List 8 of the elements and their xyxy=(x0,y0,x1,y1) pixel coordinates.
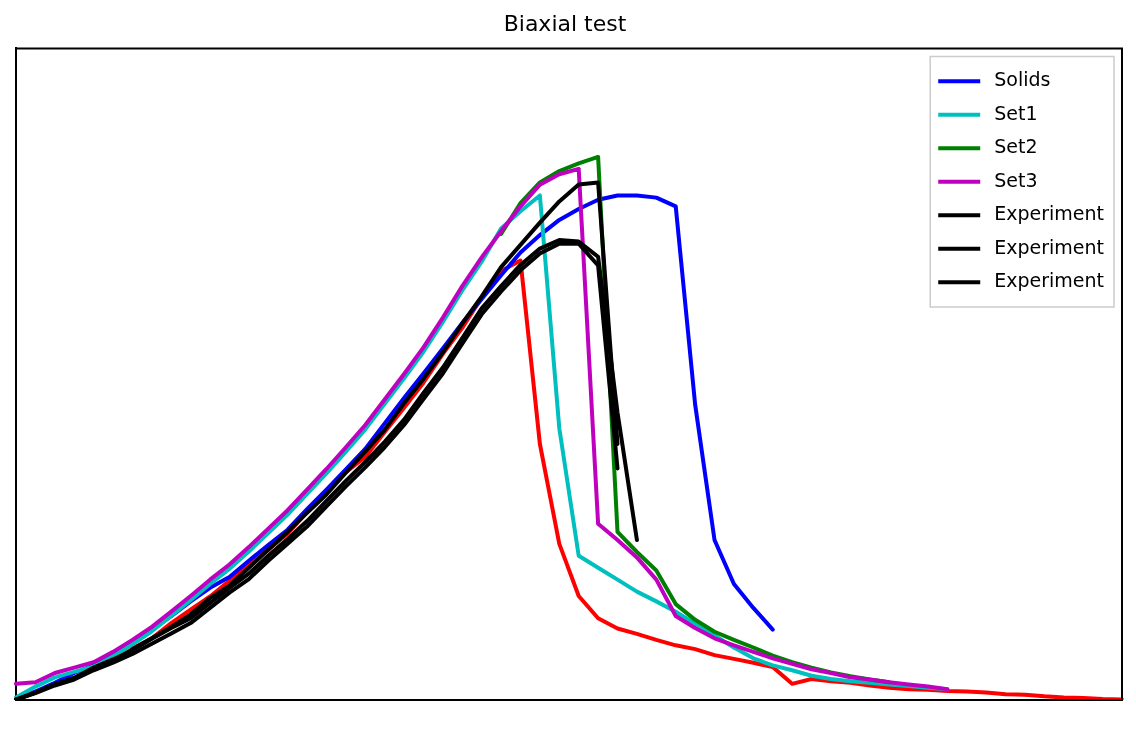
legend-label: Experiment xyxy=(994,235,1104,258)
chart-title: Biaxial test xyxy=(503,10,627,36)
legend-label: Set1 xyxy=(994,101,1038,124)
legend-label: Experiment xyxy=(994,202,1104,225)
legend-label: Set2 xyxy=(994,135,1038,158)
legend-label: Solids xyxy=(994,68,1051,91)
legend-label: Experiment xyxy=(994,269,1104,292)
legend-label: Set3 xyxy=(994,168,1038,191)
